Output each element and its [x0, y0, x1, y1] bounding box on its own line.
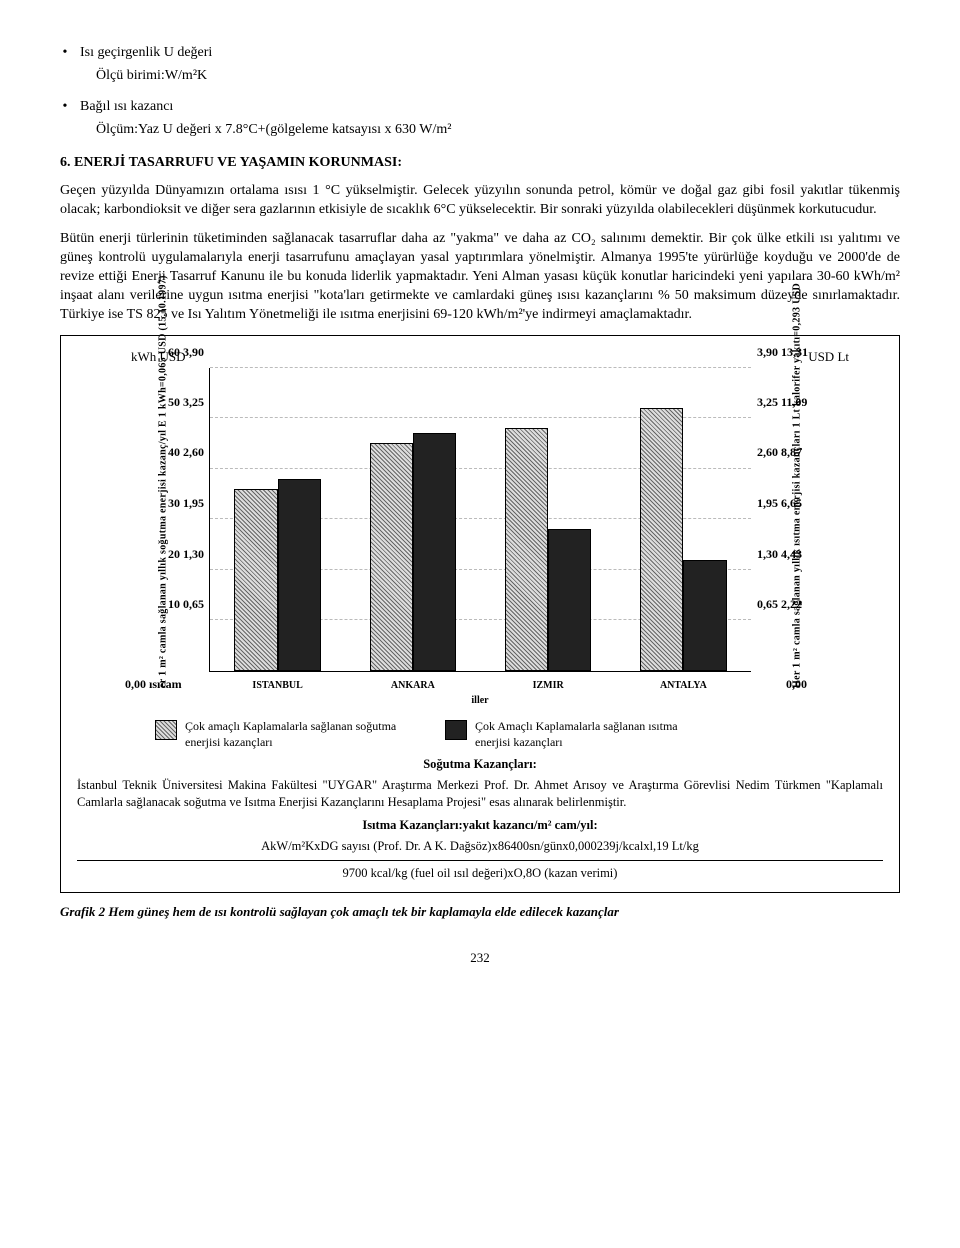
tick-right: 0,65 2,22: [757, 596, 845, 612]
tick-left: 60 3,90: [124, 343, 204, 359]
legend-item-a: Çok amaçlı Kaplamalarla sağlanan soğutma…: [155, 718, 405, 750]
tick-right: 1,30 4,43: [757, 546, 845, 562]
figure-box: kWh USD USD Lt er 1 m² camla sağlanan yı…: [60, 335, 900, 894]
section-title: 6. ENERJİ TASARRUFU VE YAŞAMIN KORUNMASI…: [60, 154, 900, 173]
footer-para-1: İstanbul Teknik Üniversitesi Makina Fakü…: [77, 777, 883, 811]
tick-left: 40 2,60: [124, 444, 204, 460]
bullet-1-text: Isı geçirgenlik U değeri: [80, 44, 212, 63]
tick-left: 20 1,30: [124, 546, 204, 562]
bullet-dot: •: [60, 44, 70, 63]
tick-left: 10 0,65: [124, 596, 204, 612]
footer-title-2: Isıtma Kazançları:yakıt kazancı/m² cam/y…: [65, 817, 895, 834]
bullet-1-sub: Ölçü birimi:W/m²K: [96, 67, 900, 86]
footer-para-2: AkW/m²KxDG sayısı (Prof. Dr. A K. Dağsöz…: [77, 838, 883, 855]
bar-heating: [548, 529, 591, 670]
y-axis-left-label: er 1 m² camla sağlanan yıllık soğutma en…: [156, 368, 170, 688]
tick-left: 50 3,25: [124, 394, 204, 410]
plot-area: 60 3,903,90 13,3150 3,253,25 11,0940 2,6…: [209, 368, 751, 672]
bar-heating: [683, 560, 726, 671]
legend-item-b: Çok Amaçlı Kaplamalarla sağlanan ısıtma …: [445, 718, 695, 750]
zero-left: 0,00 ısıcam: [125, 676, 182, 692]
legend-label-b: Çok Amaçlı Kaplamalarla sağlanan ısıtma …: [475, 718, 695, 750]
category-label: ANTALYA: [660, 679, 707, 693]
page-number: 232: [60, 949, 900, 967]
bar-heating: [278, 479, 321, 671]
footer-title-1: Soğutma Kazançları:: [65, 756, 895, 773]
bullet-2-text: Bağıl ısı kazancı: [80, 98, 173, 117]
tick-left: 30 1,95: [124, 495, 204, 511]
y-axis-right-label: Her 1 m² camla sağlanan yıllık ısıtma en…: [790, 368, 804, 688]
bullet-1: • Isı geçirgenlik U değeri: [60, 44, 900, 63]
figure-caption: Grafik 2 Hem güneş hem de ısı kontrolü s…: [60, 903, 900, 921]
paragraph-1: Geçen yüzyılda Dünyamızın ortalama ısısı…: [60, 182, 900, 220]
category-label: ANKARA: [391, 679, 435, 693]
legend-swatch-b: [445, 720, 467, 740]
tick-right: 1,95 6,65: [757, 495, 845, 511]
tick-right: 3,90 13,31: [757, 343, 845, 359]
legend: Çok amaçlı Kaplamalarla sağlanan soğutma…: [155, 718, 865, 750]
tick-right: 3,25 11,09: [757, 394, 845, 410]
legend-label-a: Çok amaçlı Kaplamalarla sağlanan soğutma…: [185, 718, 405, 750]
bar-heating: [413, 433, 456, 670]
tick-right: 2,60 8,87: [757, 444, 845, 460]
bar-cooling: [505, 428, 548, 670]
zero-right: 0,00: [786, 676, 807, 692]
bullet-2: • Bağıl ısı kazancı: [60, 98, 900, 117]
bar-cooling: [234, 489, 277, 671]
bullet-dot: •: [60, 98, 70, 117]
legend-swatch-a: [155, 720, 177, 740]
footer-rule: [77, 860, 883, 861]
chart-area: kWh USD USD Lt er 1 m² camla sağlanan yı…: [69, 348, 891, 708]
category-label: IZMIR: [533, 679, 564, 693]
bullet-2-sub: Ölçüm:Yaz U değeri x 7.8°C+(gölgeleme ka…: [96, 121, 900, 140]
bar-cooling: [370, 443, 413, 670]
x-axis-sub: iller: [209, 694, 751, 708]
footer-para-3: 9700 kcal/kg (fuel oil ısıl değeri)xO,8O…: [77, 865, 883, 882]
bar-cooling: [640, 408, 683, 671]
gridline: [210, 367, 751, 368]
category-label: ISTANBUL: [252, 679, 302, 693]
paragraph-2: Bütün enerji türlerinin tüketiminden sağ…: [60, 230, 900, 324]
